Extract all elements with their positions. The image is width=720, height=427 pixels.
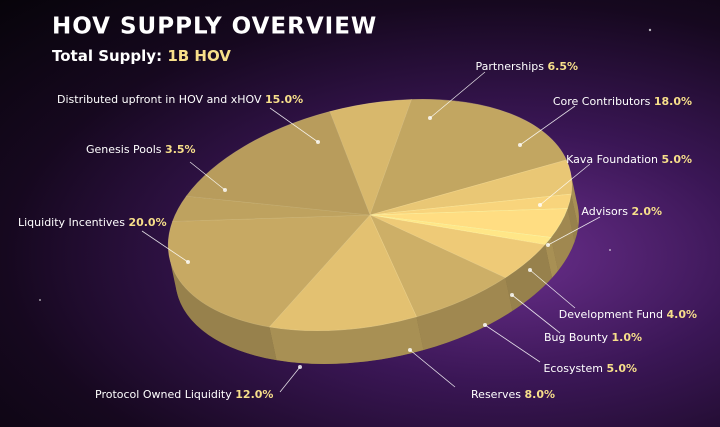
slice-category: Reserves [471,388,521,401]
chart-title: HOV SUPPLY OVERVIEW [52,14,377,40]
leader-line [529,269,576,309]
leader-line [511,294,561,334]
slice-category: Bug Bounty [544,331,609,344]
slice-label: Reserves 8.0% [471,388,555,401]
leader-dot [316,140,320,144]
subtitle: Total Supply: 1B HOV [52,47,231,65]
slice [167,214,371,328]
labels: Partnerships 6.5% Core Contributors 18.0%… [18,60,697,401]
leader-dot [223,188,227,192]
leader-dot [510,293,514,297]
leader-line [269,107,319,143]
slice-label: Advisors 2.0% [581,205,662,218]
leader-line [141,230,189,263]
slice-label: Protocol Owned Liquidity 12.0% [95,388,273,401]
slice-category: Liquidity Incentives [18,216,125,229]
star [199,59,201,61]
slice-side [544,237,559,278]
slice-category: Ecosystem [543,362,603,375]
slice-value: 5.0% [606,362,637,375]
slice-value: 2.0% [631,205,662,218]
slice-side [570,172,579,228]
slice-label: Development Fund 4.0% [559,308,697,321]
slice-label: Core Contributors 18.0% [553,95,692,108]
leader-dot [518,143,522,147]
slice-value: 4.0% [666,308,697,321]
leader-line [484,324,541,363]
subtitle-value: 1B HOV [167,47,231,65]
slice [268,214,417,331]
star [609,249,611,251]
leader-line [279,366,301,393]
slice-category: Core Contributors [553,95,651,108]
slice-category: Distributed upfront in HOV and xHOV [57,93,262,106]
slice-value: 1.0% [611,331,642,344]
slice-value: 18.0% [654,95,692,108]
slice-category: Genesis Pools [86,143,162,156]
slice-label: Liquidity Incentives 20.0% [18,216,167,229]
slice-value: 20.0% [128,216,166,229]
slice-category: Partnerships [476,60,545,73]
leader-line [539,163,591,206]
leader-dot [538,203,542,207]
slice [185,111,371,216]
slice-label: Genesis Pools 3.5% [86,143,196,156]
pie [167,98,579,364]
leader-dot [186,260,190,264]
leader-dot [428,116,432,120]
slice-value: 15.0% [265,93,303,106]
slice-category: Advisors [581,205,628,218]
slice [369,214,506,318]
leader-line [189,161,226,191]
slice-label: Distributed upfront in HOV and xHOV 15.0… [57,93,303,106]
slice [369,98,567,216]
slice-category: Kava Foundation [566,153,658,166]
subtitle-label: Total Supply: [52,47,162,65]
star [648,28,652,32]
slice-label: Kava Foundation 5.0% [566,153,692,166]
leader-line [519,105,576,146]
leader-line [429,71,486,119]
slice-value: 3.5% [165,143,196,156]
slice-label: Ecosystem 5.0% [543,362,637,375]
star [39,299,41,301]
leader-line [409,349,456,388]
slice-category: Protocol Owned Liquidity [95,388,232,401]
slice-value: 12.0% [235,388,273,401]
slice-label: Bug Bounty 1.0% [544,331,642,344]
leader-dot [408,348,412,352]
slice-side [550,208,575,271]
leader-dot [528,268,532,272]
slice-label: Partnerships 6.5% [476,60,578,73]
leader-dot [298,365,302,369]
slice-side [169,257,277,361]
slice-side [505,244,553,311]
slice-side [269,316,424,364]
slice-value: 8.0% [524,388,555,401]
slice-value: 6.5% [547,60,578,73]
leader-dot [483,323,487,327]
leader-dot [546,243,550,247]
slice-side [416,277,513,351]
slice-category: Development Fund [559,308,663,321]
leader-line [547,216,601,246]
slice-value: 5.0% [661,153,692,166]
